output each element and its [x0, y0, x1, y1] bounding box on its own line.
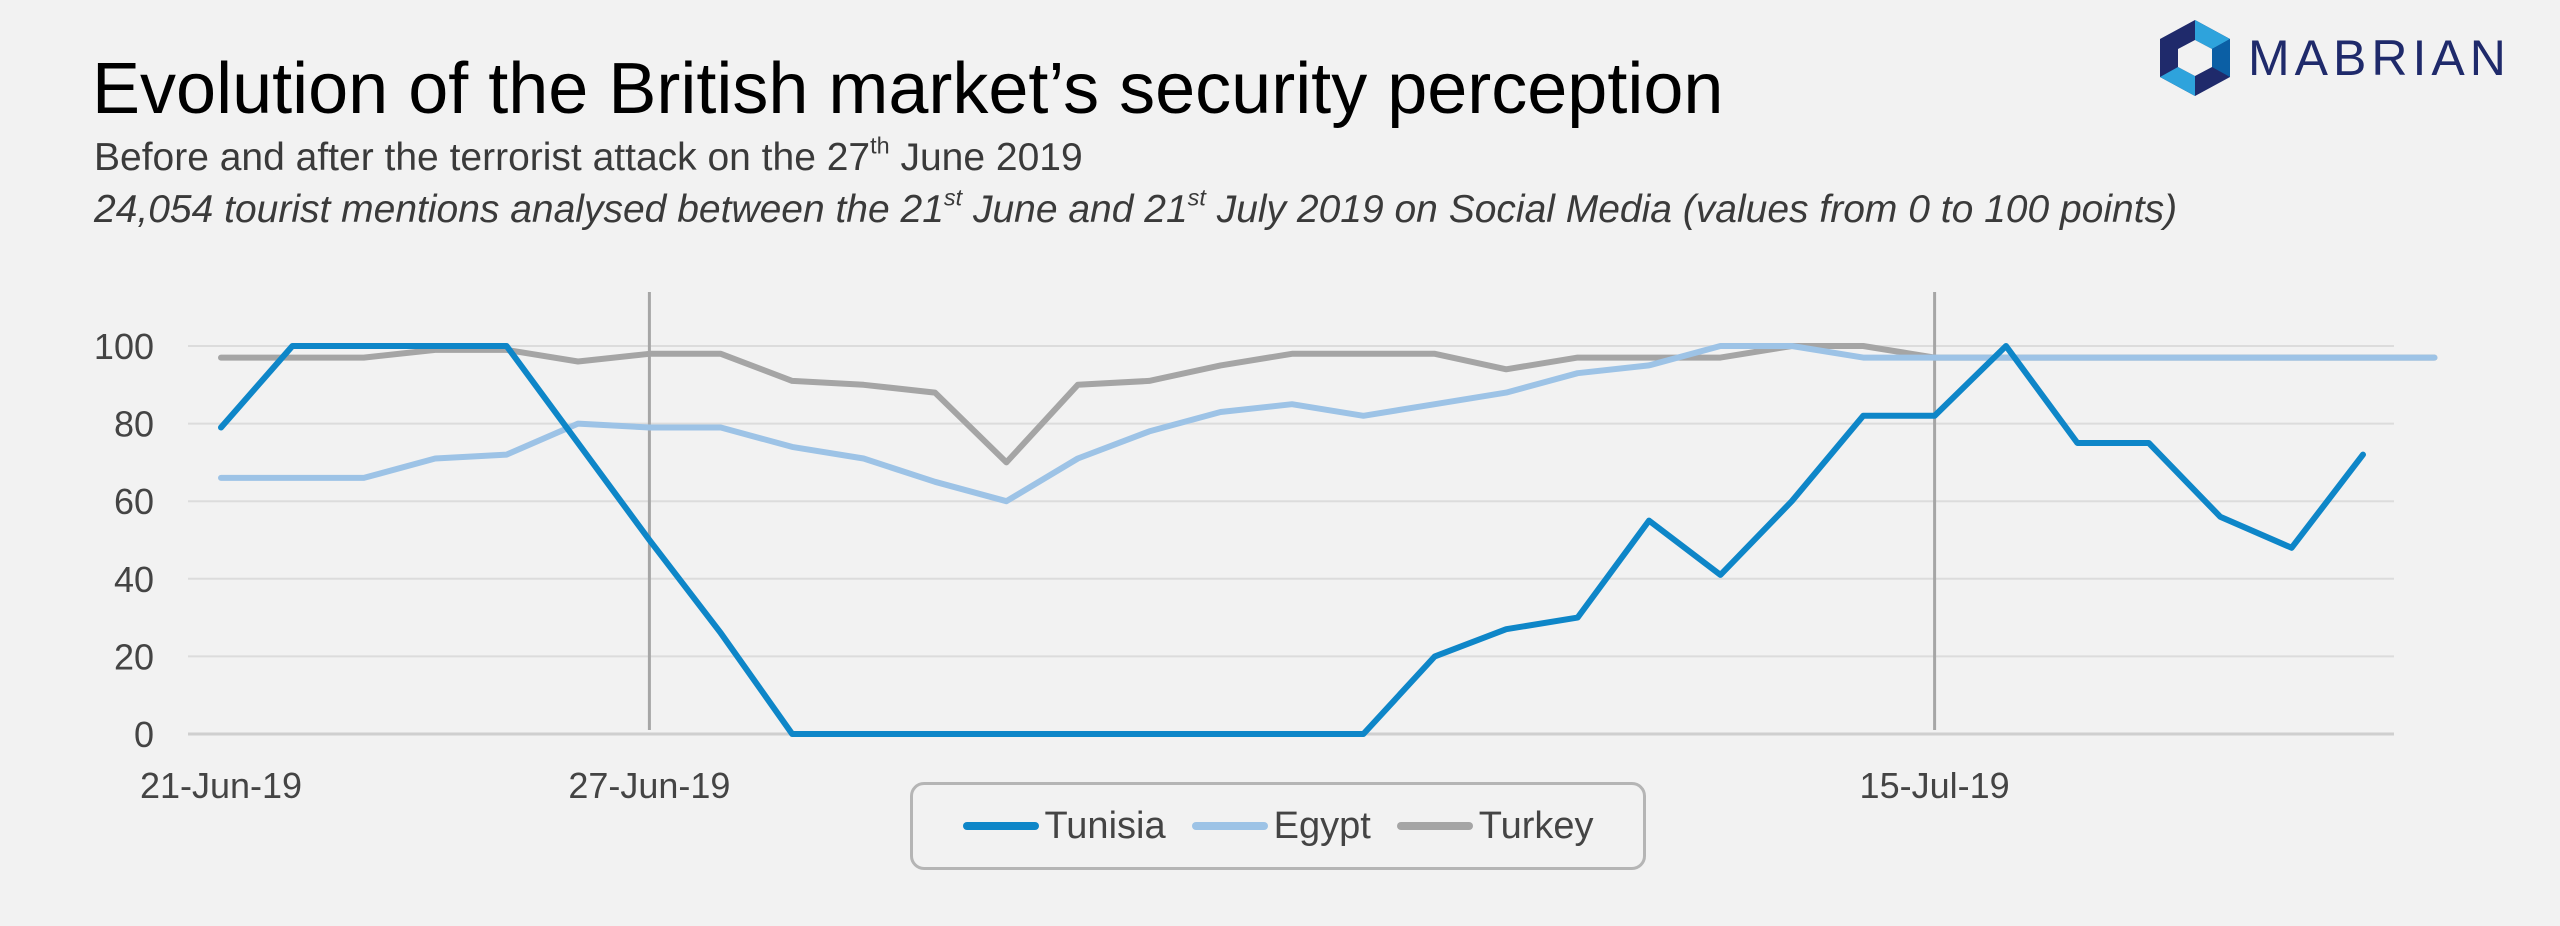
legend-swatch [1396, 822, 1473, 830]
legend-item-turkey: Turkey [1396, 804, 1594, 848]
hexagon-logo-icon [2160, 20, 2230, 96]
legend-label: Tunisia [1044, 804, 1166, 847]
brand-name: MABRIAN [2248, 30, 2511, 86]
x-tick-label: 15-Jul-19 [1860, 765, 2010, 806]
x-tick-label: 21-Jun-19 [140, 765, 302, 806]
y-tick-label: 80 [114, 404, 154, 445]
chart-legend: Tunisia Egypt Turkey [910, 782, 1646, 870]
y-tick-label: 20 [114, 636, 154, 677]
subtitle: Before and after the terrorist attack on… [94, 132, 1083, 179]
y-tick-label: 40 [114, 559, 154, 600]
legend-swatch [962, 822, 1039, 830]
y-tick-label: 60 [114, 481, 154, 522]
x-tick-label: 27-Jun-19 [568, 765, 730, 806]
legend-label: Egypt [1273, 804, 1371, 847]
series-line-egypt [218, 343, 2438, 505]
brand-logo: MABRIAN [2156, 18, 2511, 98]
data-note: 24,054 tourist mentions analysed between… [94, 184, 2178, 231]
y-tick-label: 0 [134, 714, 154, 755]
page-title: Evolution of the British market’s securi… [92, 49, 1724, 129]
legend-item-egypt: Egypt [1191, 804, 1371, 848]
legend-label: Turkey [1478, 804, 1594, 847]
legend-item-tunisia: Tunisia [962, 804, 1166, 848]
series-line-tunisia [218, 343, 2366, 737]
y-tick-label: 100 [94, 326, 154, 367]
legend-swatch [1191, 822, 1268, 830]
